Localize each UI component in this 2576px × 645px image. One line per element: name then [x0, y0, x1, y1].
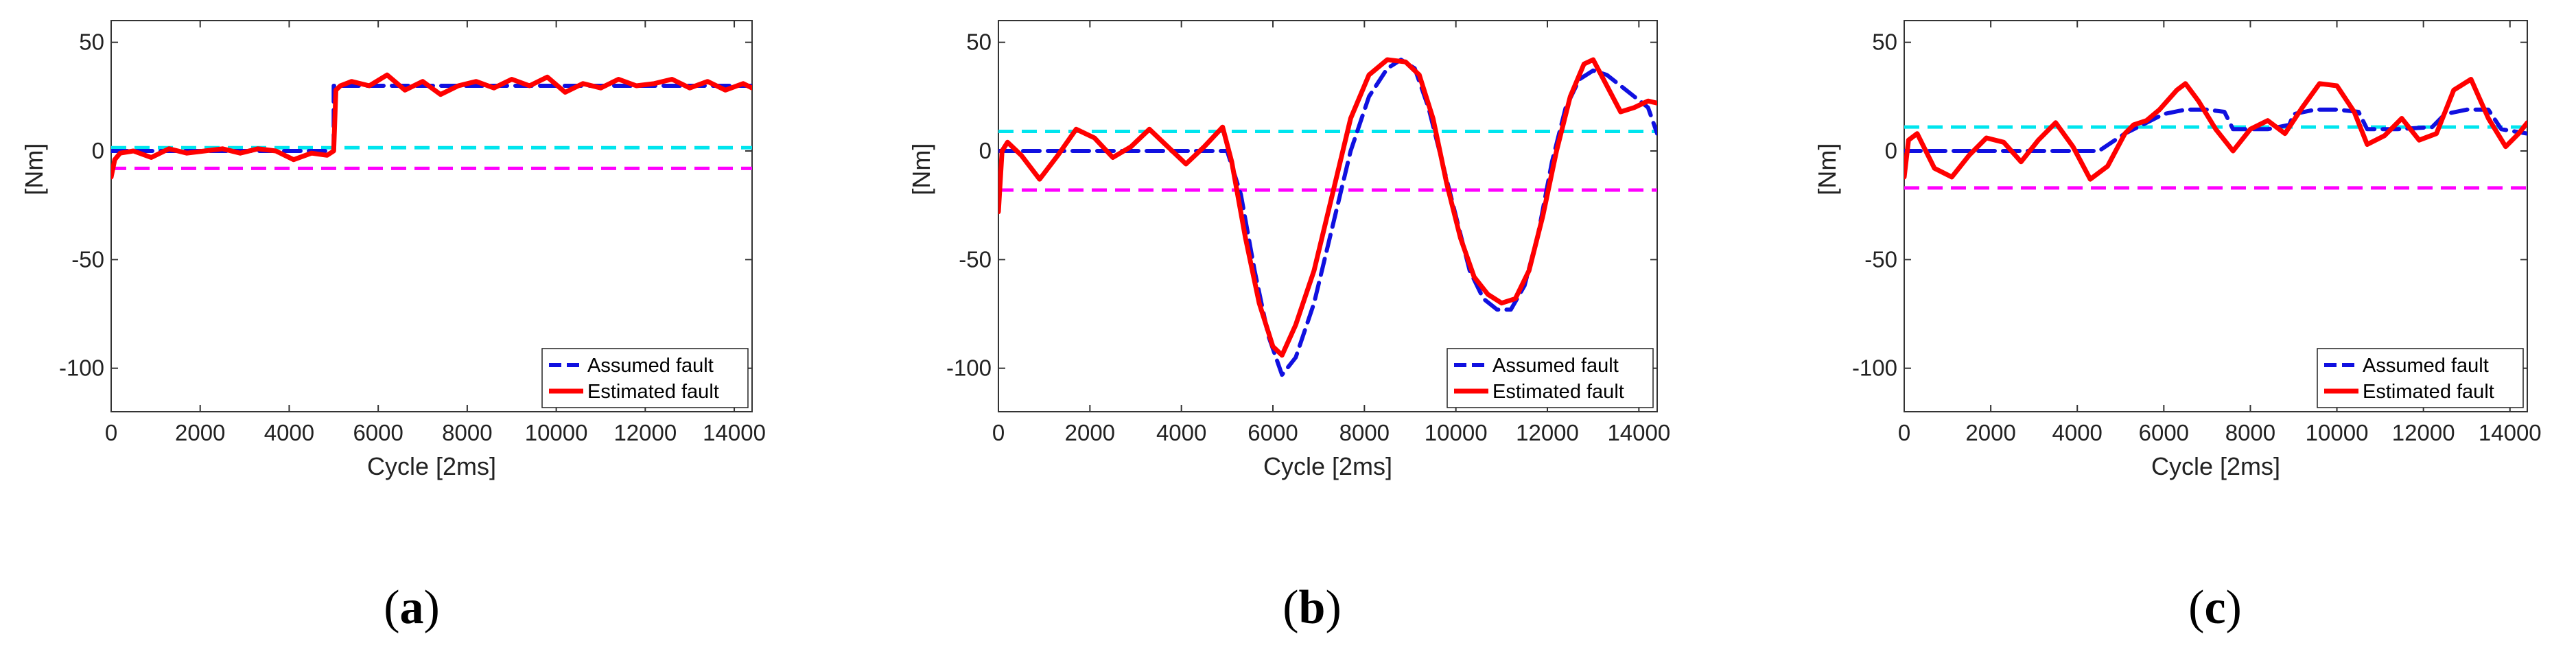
panel-label: (c) — [2188, 581, 2242, 634]
panel-label: (a) — [384, 581, 440, 634]
x-tick-label: 2000 — [1965, 420, 2015, 445]
y-tick-label: 0 — [92, 138, 104, 163]
y-tick-label: -100 — [1852, 355, 1897, 381]
y-tick-label: 0 — [1885, 138, 1897, 163]
y-tick-label: 50 — [79, 30, 104, 55]
y-tick-label: 50 — [966, 30, 992, 55]
y-tick-label: -50 — [959, 246, 992, 272]
estimated-fault-line — [1904, 77, 2527, 182]
x-tick-label: 10000 — [525, 420, 588, 445]
panel-label-open: ( — [384, 581, 399, 634]
x-tick-label: 6000 — [2139, 420, 2189, 445]
data-layer — [111, 72, 752, 180]
plot-frame — [1904, 20, 2528, 412]
y-axis-label: [Nm] — [20, 143, 48, 196]
x-tick-label: 6000 — [353, 420, 403, 445]
y-tick-label: 50 — [1872, 30, 1897, 55]
y-tick-label: -50 — [1864, 246, 1897, 272]
x-axis-label: Cycle [2ms] — [367, 452, 496, 480]
x-tick-label: 10000 — [2306, 420, 2369, 445]
panel-label-letter: b — [1299, 581, 1326, 634]
panel-label-close: ) — [424, 581, 440, 634]
panel-c-chart: 0 2000 4000 6000 8000 10000 12000 14000 50 0 -50 -1… — [1813, 20, 2542, 634]
y-tick-label: -100 — [59, 355, 104, 381]
x-tick-label: 12000 — [2392, 420, 2455, 445]
x-tick-label: 14000 — [1607, 420, 1670, 445]
legend-box — [1447, 348, 1654, 408]
data-layer — [1904, 77, 2527, 190]
panel-label-letter: a — [400, 581, 424, 634]
panel-label-open: ( — [2188, 581, 2204, 634]
data-layer — [998, 57, 1657, 377]
x-tick-label: 2000 — [1065, 420, 1115, 445]
legend-entry: Estimated fault — [2363, 381, 2494, 403]
x-tick-label: 0 — [992, 420, 1005, 445]
y-tick-label: 0 — [979, 138, 992, 163]
x-tick-label: 8000 — [1339, 420, 1390, 445]
panel-label-open: ( — [1283, 581, 1298, 634]
estimated-fault-line — [111, 72, 752, 180]
x-tick-label: 2000 — [175, 420, 225, 445]
x-tick-label: 4000 — [264, 420, 314, 445]
x-axis-label: Cycle [2ms] — [2151, 452, 2280, 480]
x-tick-label: 8000 — [442, 420, 492, 445]
legend-entry: Estimated fault — [1492, 381, 1624, 403]
x-tick-label: 12000 — [613, 420, 677, 445]
x-axis-label: Cycle [2ms] — [1263, 452, 1392, 480]
y-tick-label: -50 — [71, 246, 104, 272]
legend-box — [541, 348, 749, 408]
x-tick-label: 12000 — [1516, 420, 1579, 445]
panel-label-letter: c — [2204, 581, 2225, 634]
x-tick-label: 10000 — [1425, 420, 1488, 445]
legend-entry: Estimated fault — [587, 381, 719, 403]
legend-entry: Assumed fault — [2363, 355, 2489, 377]
x-tick-label: 14000 — [703, 420, 766, 445]
legend-box — [2317, 348, 2524, 408]
panel-a-chart: 0 2000 4000 6000 8000 10000 12000 14000 50 0 -50 -1… — [20, 20, 766, 634]
x-tick-label: 4000 — [2052, 420, 2103, 445]
x-tick-label: 0 — [105, 420, 117, 445]
estimated-fault-line — [998, 57, 1657, 358]
panel-label: (b) — [1283, 581, 1342, 634]
y-axis-label: [Nm] — [907, 143, 935, 196]
legend-entry: Assumed fault — [587, 355, 714, 377]
x-tick-label: 6000 — [1248, 420, 1298, 445]
x-tick-label: 0 — [1898, 420, 1910, 445]
y-axis-label: [Nm] — [1813, 143, 1841, 196]
panel-b-chart: 0 2000 4000 6000 8000 10000 12000 14000 50 0 -50 -1… — [907, 20, 1670, 634]
y-tick-label: -100 — [946, 355, 992, 381]
x-tick-label: 8000 — [2225, 420, 2275, 445]
panel-label-close: ) — [1325, 581, 1341, 634]
legend-entry: Assumed fault — [1492, 355, 1619, 377]
x-tick-label: 4000 — [1156, 420, 1206, 445]
x-tick-label: 14000 — [2479, 420, 2542, 445]
panel-label-close: ) — [2226, 581, 2242, 634]
